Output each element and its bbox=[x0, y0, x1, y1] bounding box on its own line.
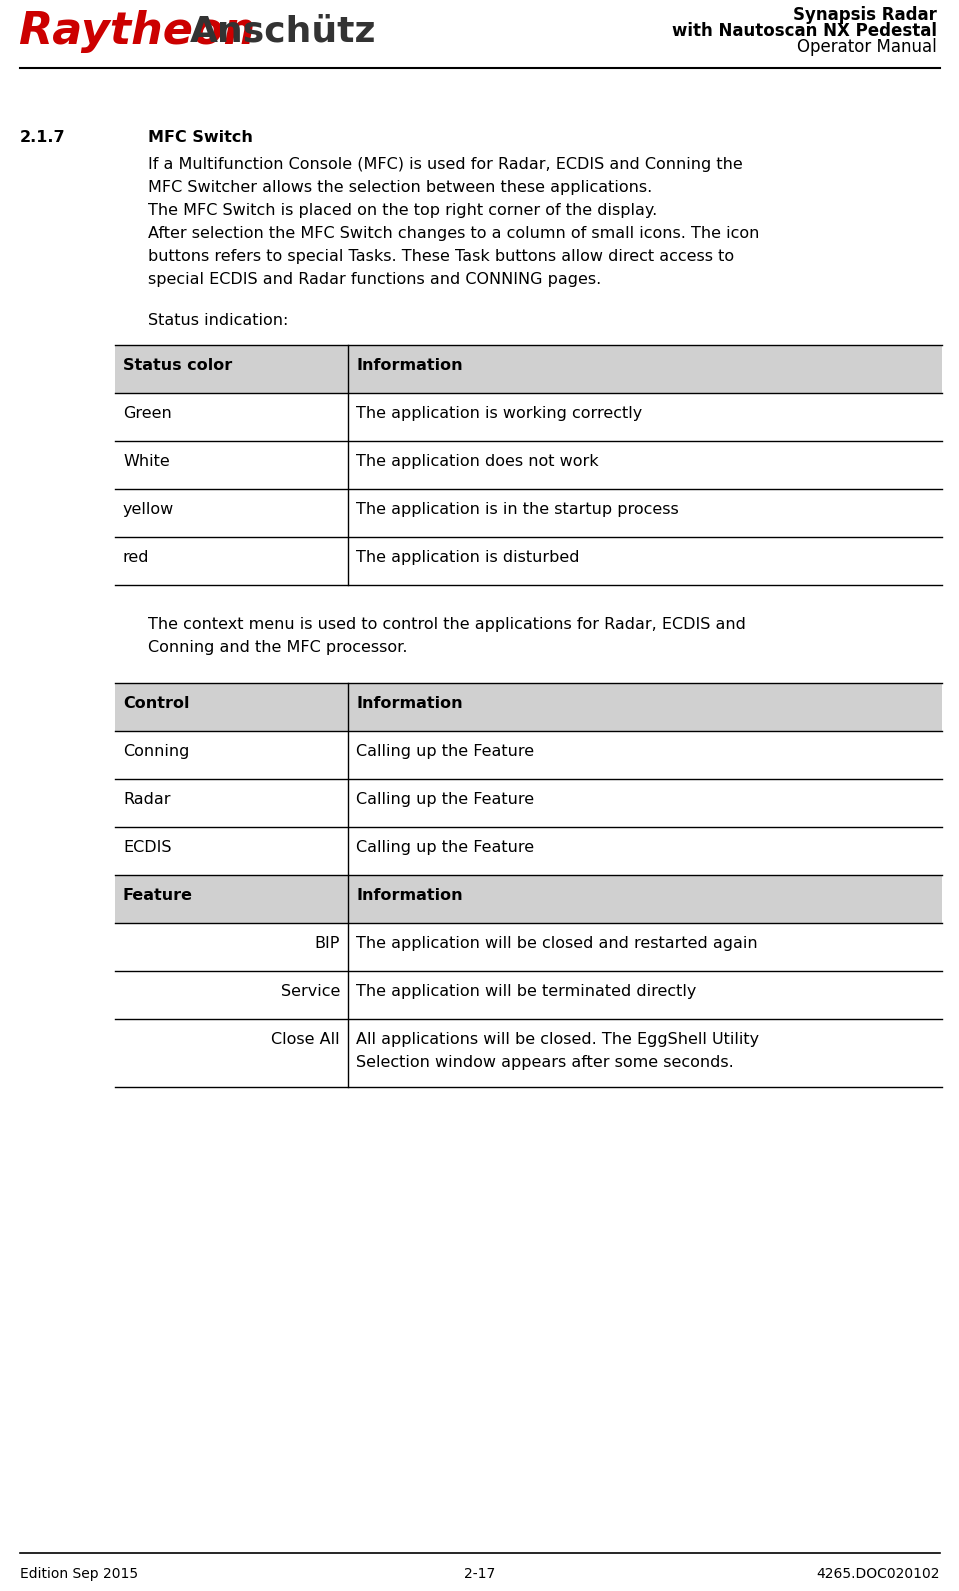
Text: If a Multifunction Console (MFC) is used for Radar, ECDIS and Conning the: If a Multifunction Console (MFC) is used… bbox=[148, 158, 743, 172]
Text: Calling up the Feature: Calling up the Feature bbox=[356, 792, 534, 807]
Text: Status color: Status color bbox=[123, 358, 232, 372]
Text: Synapsis Radar: Synapsis Radar bbox=[793, 6, 937, 24]
Text: yellow: yellow bbox=[123, 503, 175, 517]
Text: The application is disturbed: The application is disturbed bbox=[356, 550, 579, 565]
Text: Information: Information bbox=[356, 358, 462, 372]
Text: Close All: Close All bbox=[271, 1033, 340, 1047]
Bar bbox=[115, 683, 942, 730]
Text: MFC Switch: MFC Switch bbox=[148, 130, 253, 145]
Text: with Nautoscan NX Pedestal: with Nautoscan NX Pedestal bbox=[672, 22, 937, 40]
Text: Service: Service bbox=[281, 983, 340, 999]
Text: 2-17: 2-17 bbox=[464, 1567, 495, 1581]
Text: buttons refers to special Tasks. These Task buttons allow direct access to: buttons refers to special Tasks. These T… bbox=[148, 250, 735, 264]
Text: BIP: BIP bbox=[315, 936, 340, 951]
Text: The application is in the startup process: The application is in the startup proces… bbox=[356, 503, 679, 517]
Text: Status indication:: Status indication: bbox=[148, 313, 289, 328]
Text: Radar: Radar bbox=[123, 792, 171, 807]
Text: Operator Manual: Operator Manual bbox=[797, 38, 937, 56]
Text: The application will be terminated directly: The application will be terminated direc… bbox=[356, 983, 696, 999]
Text: Feature: Feature bbox=[123, 888, 193, 904]
Text: Control: Control bbox=[123, 695, 190, 711]
Bar bbox=[115, 875, 942, 923]
Text: Calling up the Feature: Calling up the Feature bbox=[356, 745, 534, 759]
Text: 4265.DOC020102: 4265.DOC020102 bbox=[816, 1567, 940, 1581]
Text: Raytheon: Raytheon bbox=[18, 10, 255, 53]
Text: Conning: Conning bbox=[123, 745, 189, 759]
Text: The application is working correctly: The application is working correctly bbox=[356, 406, 643, 422]
Text: The MFC Switch is placed on the top right corner of the display.: The MFC Switch is placed on the top righ… bbox=[148, 204, 657, 218]
Text: Conning and the MFC processor.: Conning and the MFC processor. bbox=[148, 640, 408, 655]
Text: Edition Sep 2015: Edition Sep 2015 bbox=[20, 1567, 138, 1581]
Text: Information: Information bbox=[356, 695, 462, 711]
Bar bbox=[115, 345, 942, 393]
Text: White: White bbox=[123, 453, 170, 469]
Text: Information: Information bbox=[356, 888, 462, 904]
Text: red: red bbox=[123, 550, 150, 565]
Text: The application will be closed and restarted again: The application will be closed and resta… bbox=[356, 936, 758, 951]
Text: The application does not work: The application does not work bbox=[356, 453, 598, 469]
Text: Anschütz: Anschütz bbox=[190, 14, 377, 48]
Text: ECDIS: ECDIS bbox=[123, 840, 172, 854]
Text: All applications will be closed. The EggShell Utility: All applications will be closed. The Egg… bbox=[356, 1033, 760, 1047]
Text: 2.1.7: 2.1.7 bbox=[20, 130, 65, 145]
Text: Calling up the Feature: Calling up the Feature bbox=[356, 840, 534, 854]
Text: MFC Switcher allows the selection between these applications.: MFC Switcher allows the selection betwee… bbox=[148, 180, 652, 196]
Text: Selection window appears after some seconds.: Selection window appears after some seco… bbox=[356, 1055, 734, 1071]
Text: Green: Green bbox=[123, 406, 172, 422]
Text: The context menu is used to control the applications for Radar, ECDIS and: The context menu is used to control the … bbox=[148, 617, 746, 632]
Text: special ECDIS and Radar functions and CONNING pages.: special ECDIS and Radar functions and CO… bbox=[148, 272, 601, 286]
Text: After selection the MFC Switch changes to a column of small icons. The icon: After selection the MFC Switch changes t… bbox=[148, 226, 760, 240]
